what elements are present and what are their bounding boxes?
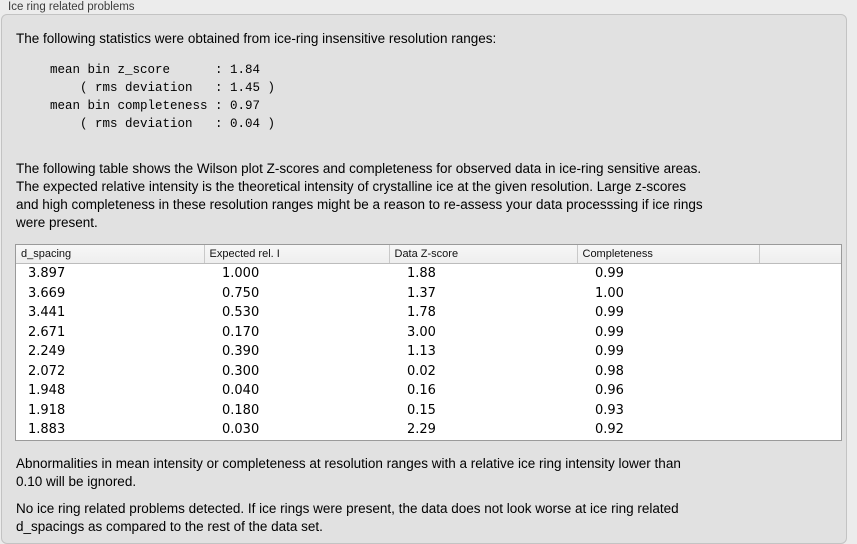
table-cell: 1.88 bbox=[407, 266, 436, 281]
panel-title: Ice ring related problems bbox=[8, 1, 135, 13]
intro-text: The following statistics were obtained f… bbox=[16, 31, 497, 46]
stats-block: mean bin z_score : 1.84 ( rms deviation … bbox=[50, 63, 276, 131]
table-cell: 3.669 bbox=[28, 285, 66, 301]
table-cell: 0.93 bbox=[595, 402, 624, 418]
table-cell: 3.897 bbox=[28, 266, 66, 281]
table-cell: 0.750 bbox=[222, 285, 260, 301]
table-cell: 3.00 bbox=[407, 324, 436, 340]
table-cell: 1.37 bbox=[407, 285, 436, 301]
column-header-d-spacing[interactable]: d_spacing bbox=[16, 245, 205, 264]
column-header-blank[interactable] bbox=[759, 245, 841, 264]
table-cell: 0.530 bbox=[222, 305, 260, 320]
table-cell: 0.99 bbox=[595, 344, 624, 359]
table-cell: 0.99 bbox=[595, 305, 624, 320]
table-row[interactable]: 1.948 0.040 0.16 0.96 bbox=[16, 381, 841, 401]
table-cell: 2.671 bbox=[28, 324, 66, 340]
table-header-row: d_spacing Expected rel. I Data Z-score Comp… bbox=[16, 245, 841, 264]
table-cell: 0.030 bbox=[222, 422, 260, 437]
table-cell bbox=[759, 362, 841, 382]
column-header-data-z-score[interactable]: Data Z-score bbox=[389, 245, 578, 264]
table-cell: 1.883 bbox=[28, 422, 66, 437]
table-cell: 1.13 bbox=[407, 344, 436, 359]
table-cell bbox=[759, 284, 841, 304]
table-row[interactable]: 3.441 0.530 1.78 0.99 bbox=[16, 303, 841, 323]
table-cell: 0.92 bbox=[595, 422, 624, 437]
note-text: Abnormalities in mean intensity or compl… bbox=[16, 455, 681, 489]
table-row[interactable]: 1.883 0.030 2.29 0.92 bbox=[16, 420, 841, 440]
ice-ring-table[interactable]: d_spacing Expected rel. I Data Z-score Comp… bbox=[15, 244, 842, 441]
table-cell: 0.99 bbox=[595, 324, 624, 340]
table-row[interactable]: 1.918 0.180 0.15 0.93 bbox=[16, 401, 841, 421]
table-cell: 1.918 bbox=[28, 402, 66, 418]
table-row[interactable]: 2.671 0.170 3.00 0.99 bbox=[16, 323, 841, 343]
table-row[interactable]: 3.897 1.000 1.88 0.99 bbox=[16, 264, 841, 284]
table-cell: 2.072 bbox=[28, 363, 66, 379]
table-cell: 0.02 bbox=[407, 363, 436, 379]
table-cell: 0.99 bbox=[595, 266, 624, 281]
ice-ring-panel: The following statistics were obtained f… bbox=[1, 14, 847, 544]
table-cell: 1.000 bbox=[222, 266, 260, 281]
table-cell: 0.390 bbox=[222, 344, 260, 359]
table-cell: 0.16 bbox=[407, 383, 436, 398]
column-header-expected-rel-i[interactable]: Expected rel. I bbox=[204, 245, 390, 264]
conclusion-text: No ice ring related problems detected. I… bbox=[16, 500, 679, 534]
column-header-completeness[interactable]: Completeness bbox=[577, 245, 760, 264]
table-cell bbox=[759, 401, 841, 421]
table-cell bbox=[759, 381, 841, 401]
table-cell: 1.00 bbox=[595, 285, 624, 301]
table-cell: 1.78 bbox=[407, 305, 436, 320]
ice-ring-table-grid: d_spacing Expected rel. I Data Z-score Comp… bbox=[16, 245, 841, 440]
table-cell: 0.15 bbox=[407, 402, 436, 418]
table-cell bbox=[759, 323, 841, 343]
table-cell: 0.96 bbox=[595, 383, 624, 398]
table-cell: 1.948 bbox=[28, 383, 66, 398]
table-body: 3.897 1.000 1.88 0.99 3.669 0.750 1.37 1.00 3.44… bbox=[16, 264, 841, 440]
table-cell bbox=[759, 264, 841, 284]
table-cell: 0.180 bbox=[222, 402, 260, 418]
table-cell bbox=[759, 303, 841, 323]
table-cell: 0.170 bbox=[222, 324, 260, 340]
table-cell: 0.300 bbox=[222, 363, 260, 379]
table-row[interactable]: 3.669 0.750 1.37 1.00 bbox=[16, 284, 841, 304]
table-cell: 3.441 bbox=[28, 305, 66, 320]
table-row[interactable]: 2.249 0.390 1.13 0.99 bbox=[16, 342, 841, 362]
table-cell: 2.249 bbox=[28, 344, 66, 359]
table-cell bbox=[759, 420, 841, 440]
table-intro-text: The following table shows the Wilson plo… bbox=[16, 161, 703, 230]
table-cell bbox=[759, 342, 841, 362]
table-cell: 0.98 bbox=[595, 363, 624, 379]
table-cell: 2.29 bbox=[407, 422, 436, 437]
table-cell: 0.040 bbox=[222, 383, 260, 398]
table-row[interactable]: 2.072 0.300 0.02 0.98 bbox=[16, 362, 841, 382]
